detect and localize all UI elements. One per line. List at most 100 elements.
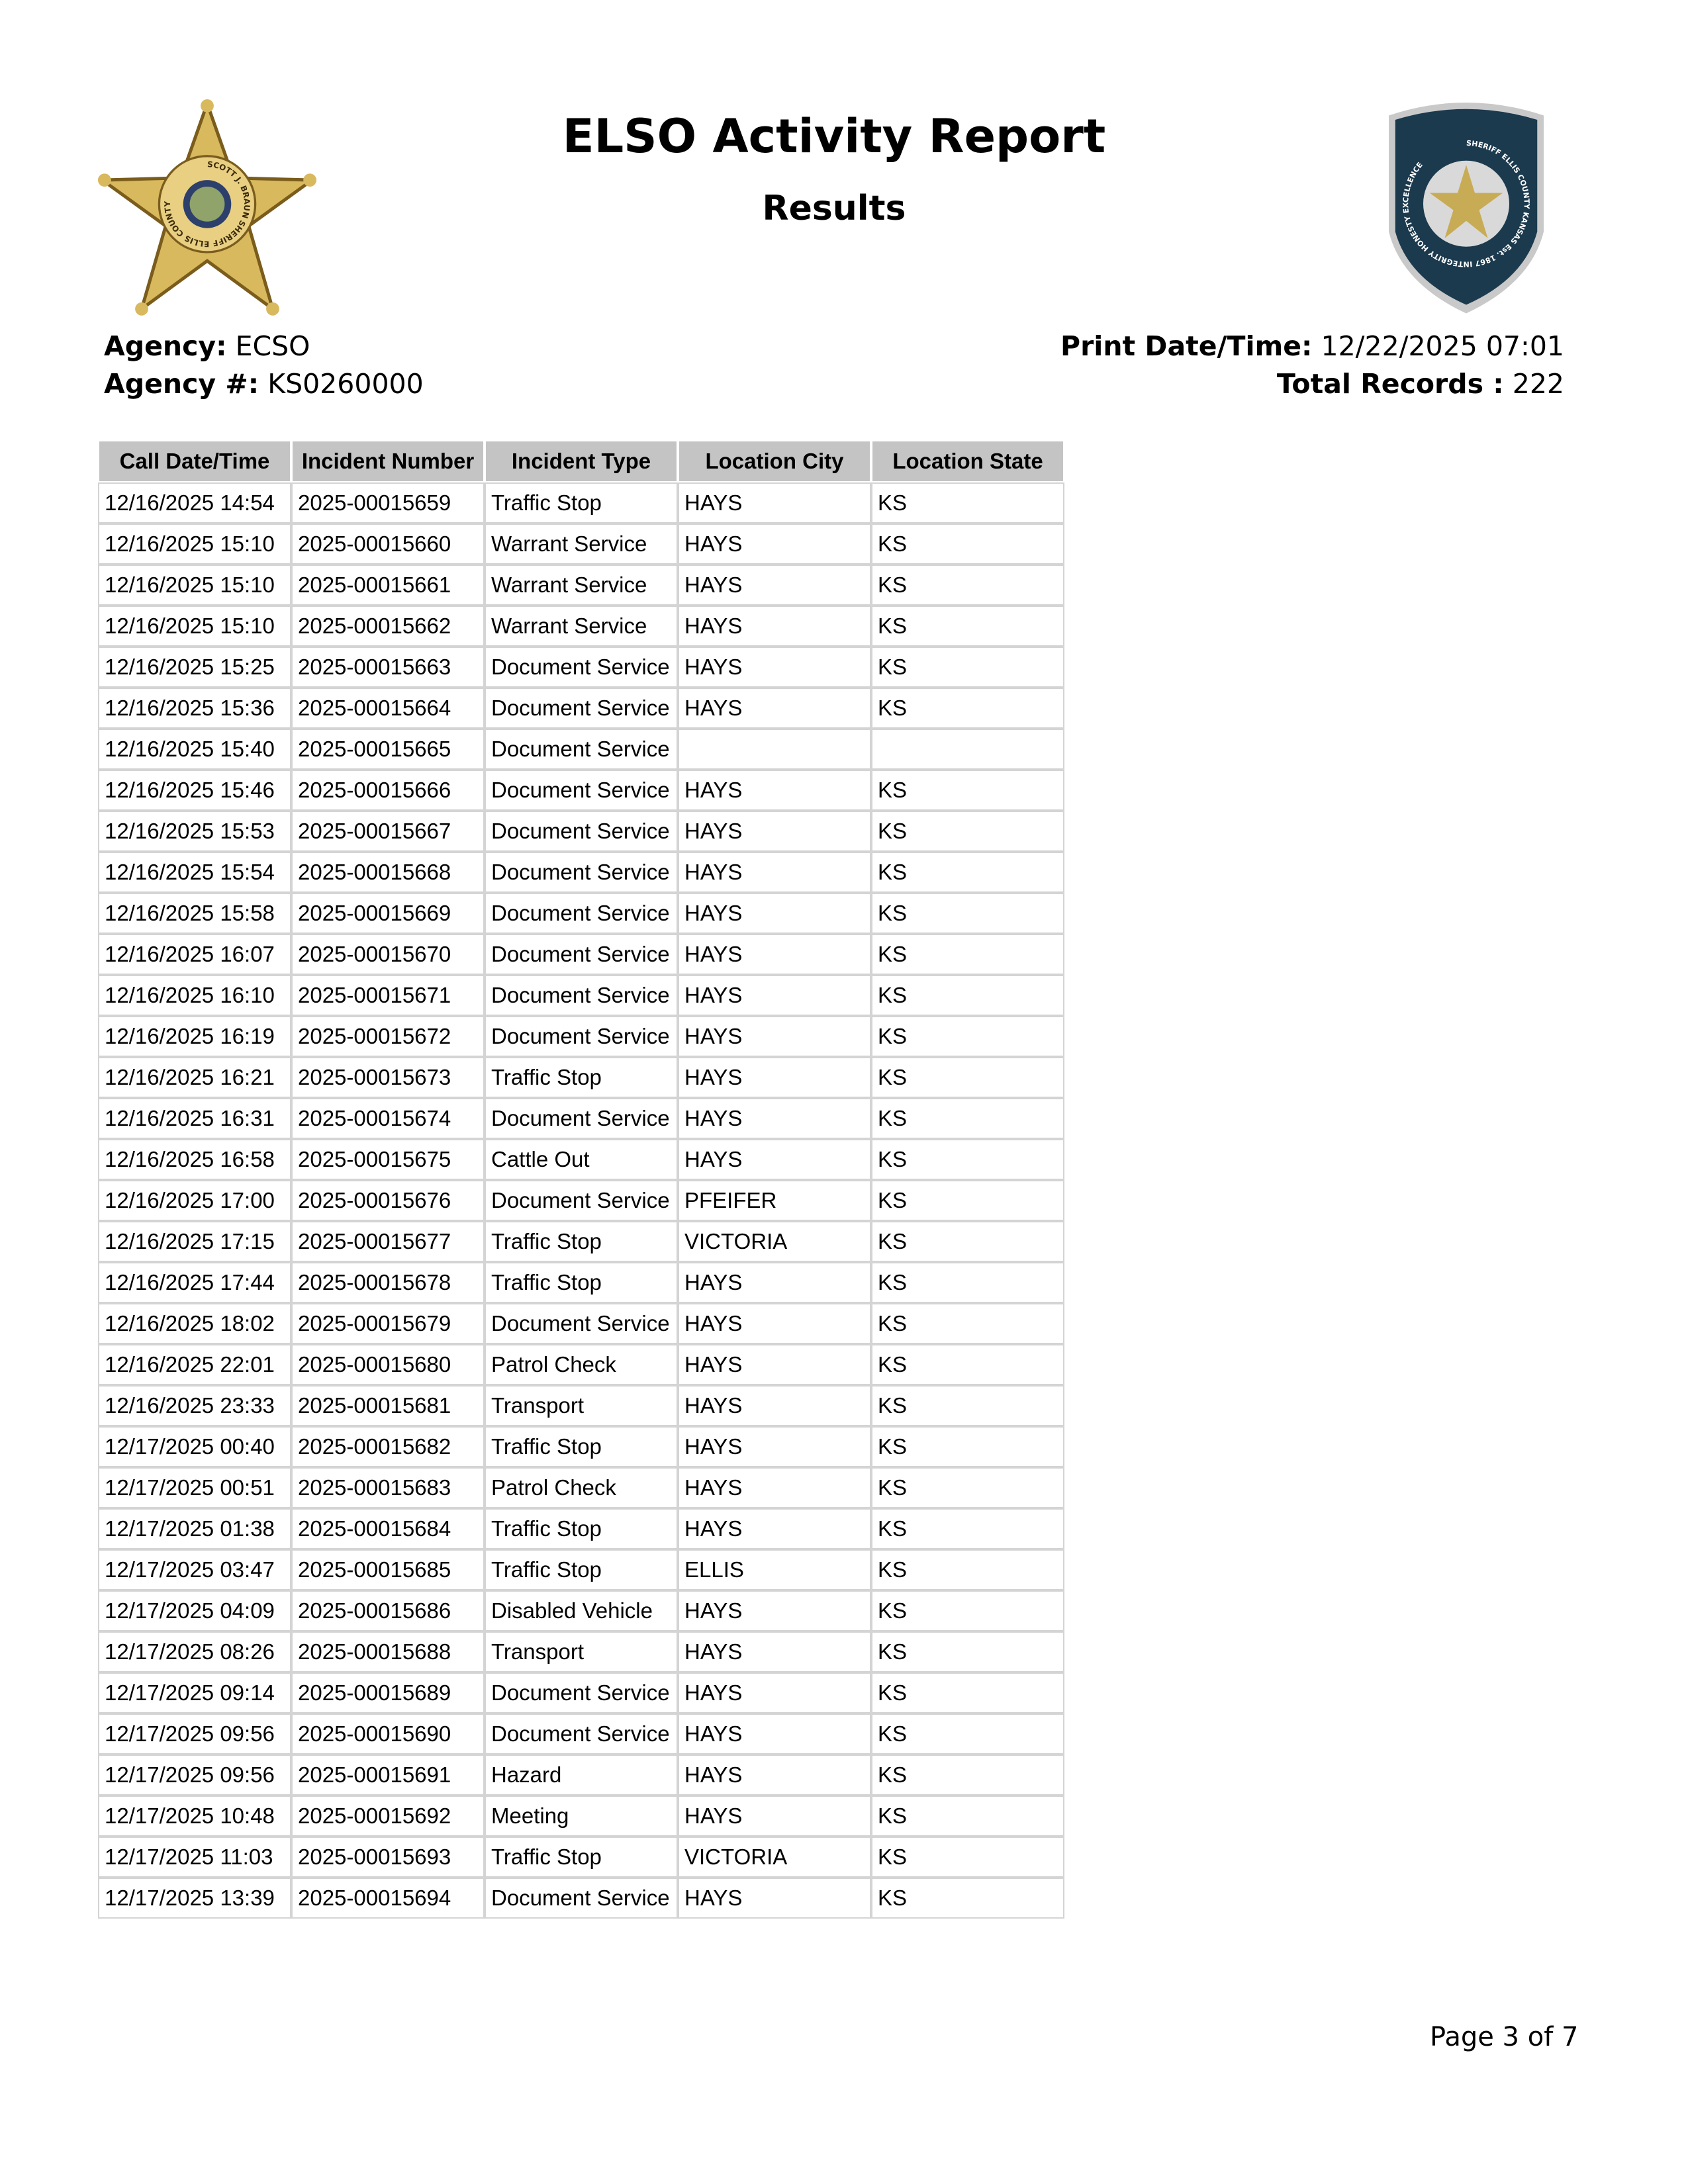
cell-incident-type: Document Service — [486, 1715, 677, 1753]
cell-incident-type: Traffic Stop — [486, 484, 677, 522]
cell-incident-type: Document Service — [486, 689, 677, 727]
page-number: Page 3 of 7 — [1430, 2022, 1579, 2052]
cell-location-state: KS — [872, 1345, 1063, 1384]
cell-incident-number: 2025-00015692 — [293, 1797, 483, 1835]
table-row: 12/16/2025 22:01 2025-00015680 Patrol Chec… — [99, 1345, 1063, 1384]
cell-call-datetime: 12/17/2025 03:47 — [99, 1551, 290, 1589]
table-row: 12/17/2025 01:38 2025-00015684 Traffic Sto… — [99, 1510, 1063, 1548]
total-records-label: Total Records : — [1276, 368, 1504, 400]
cell-incident-type: Document Service — [486, 1879, 677, 1917]
print-datetime-value: 12/22/2025 07:01 — [1321, 330, 1565, 362]
table-row: 12/16/2025 15:54 2025-00015668 Document Se… — [99, 853, 1063, 891]
cell-location-state: KS — [872, 1674, 1063, 1712]
cell-location-city: HAYS — [679, 853, 870, 891]
cell-incident-type: Document Service — [486, 648, 677, 686]
table-row: 12/16/2025 15:10 2025-00015660 Warrant Ser… — [99, 525, 1063, 563]
table-row: 12/16/2025 16:07 2025-00015670 Document Se… — [99, 935, 1063, 974]
cell-location-state: KS — [872, 1387, 1063, 1425]
cell-call-datetime: 12/16/2025 17:00 — [99, 1181, 290, 1220]
cell-location-city: HAYS — [679, 1304, 870, 1343]
cell-incident-type: Warrant Service — [486, 566, 677, 604]
table-row: 12/16/2025 23:33 2025-00015681 Transport HA… — [99, 1387, 1063, 1425]
cell-location-city: VICTORIA — [679, 1838, 870, 1876]
cell-incident-type: Document Service — [486, 1674, 677, 1712]
cell-incident-number: 2025-00015670 — [293, 935, 483, 974]
cell-call-datetime: 12/17/2025 08:26 — [99, 1633, 290, 1671]
table-row: 12/16/2025 16:31 2025-00015674 Document Se… — [99, 1099, 1063, 1138]
cell-incident-number: 2025-00015661 — [293, 566, 483, 604]
cell-location-state: KS — [872, 1140, 1063, 1179]
cell-incident-type: Traffic Stop — [486, 1222, 677, 1261]
cell-incident-number: 2025-00015675 — [293, 1140, 483, 1179]
cell-incident-type: Document Service — [486, 1181, 677, 1220]
table-row: 12/17/2025 11:03 2025-00015693 Traffic Sto… — [99, 1838, 1063, 1876]
cell-incident-number: 2025-00015686 — [293, 1592, 483, 1630]
cell-incident-type: Document Service — [486, 812, 677, 850]
table-row: 12/16/2025 15:53 2025-00015667 Document Se… — [99, 812, 1063, 850]
sheriff-patch-logo: SHERIFF ELLIS COUNTY KANSAS Est. 1867 IN… — [1389, 103, 1544, 314]
cell-incident-type: Disabled Vehicle — [486, 1592, 677, 1630]
cell-call-datetime: 12/16/2025 16:21 — [99, 1058, 290, 1097]
cell-incident-type: Traffic Stop — [486, 1058, 677, 1097]
table-row: 12/16/2025 14:54 2025-00015659 Traffic Sto… — [99, 484, 1063, 522]
cell-location-state: KS — [872, 1838, 1063, 1876]
print-info: Print Date/Time: 12/22/2025 07:01 Total … — [1060, 328, 1564, 403]
cell-incident-type: Document Service — [486, 935, 677, 974]
table-row: 12/16/2025 15:46 2025-00015666 Document Se… — [99, 771, 1063, 809]
cell-location-city: HAYS — [679, 1592, 870, 1630]
cell-incident-type: Document Service — [486, 1304, 677, 1343]
cell-incident-type: Traffic Stop — [486, 1263, 677, 1302]
cell-incident-type: Document Service — [486, 1099, 677, 1138]
cell-location-city: HAYS — [679, 1387, 870, 1425]
cell-call-datetime: 12/17/2025 09:14 — [99, 1674, 290, 1712]
cell-location-city: HAYS — [679, 1879, 870, 1917]
cell-location-city: HAYS — [679, 648, 870, 686]
cell-location-state: KS — [872, 1715, 1063, 1753]
cell-location-city: HAYS — [679, 1017, 870, 1056]
cell-call-datetime: 12/16/2025 18:02 — [99, 1304, 290, 1343]
cell-location-state: KS — [872, 1263, 1063, 1302]
table-row: 12/16/2025 16:10 2025-00015671 Document Se… — [99, 976, 1063, 1015]
cell-incident-number: 2025-00015674 — [293, 1099, 483, 1138]
table-row: 12/17/2025 00:51 2025-00015683 Patrol Chec… — [99, 1469, 1063, 1507]
cell-location-state: KS — [872, 1428, 1063, 1466]
results-table: Call Date/Time Incident Number Incident Ty… — [97, 439, 1066, 1920]
cell-incident-type: Warrant Service — [486, 607, 677, 645]
column-header-location-state: Location State — [872, 441, 1063, 481]
cell-call-datetime: 12/17/2025 09:56 — [99, 1756, 290, 1794]
cell-location-state: KS — [872, 1181, 1063, 1220]
cell-call-datetime: 12/16/2025 15:10 — [99, 525, 290, 563]
cell-incident-number: 2025-00015660 — [293, 525, 483, 563]
table-row: 12/17/2025 13:39 2025-00015694 Document Se… — [99, 1879, 1063, 1917]
cell-incident-type: Document Service — [486, 853, 677, 891]
cell-incident-number: 2025-00015672 — [293, 1017, 483, 1056]
table-row: 12/16/2025 16:19 2025-00015672 Document Se… — [99, 1017, 1063, 1056]
cell-call-datetime: 12/16/2025 14:54 — [99, 484, 290, 522]
table-row: 12/16/2025 17:00 2025-00015676 Document Se… — [99, 1181, 1063, 1220]
table-row: 12/17/2025 03:47 2025-00015685 Traffic Sto… — [99, 1551, 1063, 1589]
cell-location-city — [679, 730, 870, 768]
cell-incident-number: 2025-00015693 — [293, 1838, 483, 1876]
cell-call-datetime: 12/16/2025 16:10 — [99, 976, 290, 1015]
table-row: 12/16/2025 15:40 2025-00015665 Document Se… — [99, 730, 1063, 768]
table-row: 12/17/2025 08:26 2025-00015688 Transport HA… — [99, 1633, 1063, 1671]
cell-call-datetime: 12/17/2025 13:39 — [99, 1879, 290, 1917]
cell-incident-number: 2025-00015669 — [293, 894, 483, 933]
cell-incident-type: Document Service — [486, 730, 677, 768]
cell-location-state: KS — [872, 1222, 1063, 1261]
column-header-location-city: Location City — [679, 441, 870, 481]
cell-call-datetime: 12/17/2025 01:38 — [99, 1510, 290, 1548]
cell-incident-type: Traffic Stop — [486, 1551, 677, 1589]
cell-location-state: KS — [872, 607, 1063, 645]
cell-location-city: HAYS — [679, 1058, 870, 1097]
table-row: 12/17/2025 10:48 2025-00015692 Meeting HAYS… — [99, 1797, 1063, 1835]
cell-location-city: HAYS — [679, 1633, 870, 1671]
cell-incident-type: Traffic Stop — [486, 1838, 677, 1876]
cell-call-datetime: 12/17/2025 00:40 — [99, 1428, 290, 1466]
table-row: 12/16/2025 16:58 2025-00015675 Cattle Out H… — [99, 1140, 1063, 1179]
cell-call-datetime: 12/17/2025 00:51 — [99, 1469, 290, 1507]
agency-info: Agency: ECSO Agency #: KS0260000 — [104, 328, 424, 403]
cell-incident-type: Traffic Stop — [486, 1428, 677, 1466]
cell-location-state: KS — [872, 771, 1063, 809]
table-row: 12/17/2025 09:56 2025-00015690 Document Se… — [99, 1715, 1063, 1753]
